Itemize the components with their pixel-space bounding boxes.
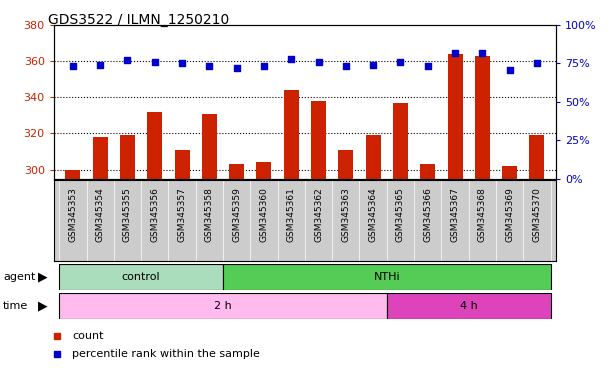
Text: GSM345367: GSM345367 xyxy=(450,187,459,242)
Bar xyxy=(284,90,299,179)
Text: GSM345354: GSM345354 xyxy=(96,187,104,242)
Text: NTHi: NTHi xyxy=(373,272,400,282)
Text: GSM345369: GSM345369 xyxy=(505,187,514,242)
Point xyxy=(341,63,351,70)
Bar xyxy=(120,135,135,179)
Point xyxy=(205,63,214,70)
Text: GSM345362: GSM345362 xyxy=(314,187,323,242)
Bar xyxy=(229,164,244,179)
Point xyxy=(423,63,433,70)
Text: GSM345364: GSM345364 xyxy=(368,187,378,242)
Bar xyxy=(502,166,517,179)
Text: GSM345366: GSM345366 xyxy=(423,187,432,242)
Point xyxy=(287,56,296,62)
Bar xyxy=(175,150,189,179)
Bar xyxy=(311,101,326,179)
Text: percentile rank within the sample: percentile rank within the sample xyxy=(72,349,260,359)
Text: GSM345370: GSM345370 xyxy=(532,187,541,242)
Bar xyxy=(93,137,108,179)
Text: GSM345355: GSM345355 xyxy=(123,187,132,242)
Point xyxy=(395,59,405,65)
Text: GSM345360: GSM345360 xyxy=(260,187,268,242)
Text: time: time xyxy=(3,301,28,311)
Text: GSM345368: GSM345368 xyxy=(478,187,487,242)
Point xyxy=(450,50,460,56)
Text: GSM345363: GSM345363 xyxy=(342,187,350,242)
Point xyxy=(505,66,514,73)
Text: 4 h: 4 h xyxy=(460,301,478,311)
Text: control: control xyxy=(122,272,161,282)
Bar xyxy=(147,112,163,179)
Bar xyxy=(223,264,551,290)
Bar xyxy=(393,103,408,179)
Bar xyxy=(338,150,353,179)
Text: GSM345356: GSM345356 xyxy=(150,187,159,242)
Bar xyxy=(59,264,223,290)
Text: GSM345353: GSM345353 xyxy=(68,187,78,242)
Point xyxy=(368,62,378,68)
Text: ▶: ▶ xyxy=(38,270,48,283)
Bar xyxy=(447,54,463,179)
Text: 2 h: 2 h xyxy=(214,301,232,311)
Bar xyxy=(65,169,81,179)
Text: ▶: ▶ xyxy=(38,299,48,312)
Text: GDS3522 / ILMN_1250210: GDS3522 / ILMN_1250210 xyxy=(48,13,229,27)
Bar xyxy=(59,293,387,319)
Bar xyxy=(420,164,435,179)
Point xyxy=(150,59,159,65)
Point xyxy=(259,63,269,70)
Point xyxy=(123,57,133,63)
Bar xyxy=(387,293,551,319)
Bar xyxy=(365,135,381,179)
Point xyxy=(477,50,487,56)
Text: agent: agent xyxy=(3,272,35,282)
Text: count: count xyxy=(72,331,104,341)
Text: GSM345365: GSM345365 xyxy=(396,187,405,242)
Text: GSM345358: GSM345358 xyxy=(205,187,214,242)
Point xyxy=(177,60,187,66)
Text: GSM345361: GSM345361 xyxy=(287,187,296,242)
Point xyxy=(232,65,241,71)
Bar xyxy=(257,162,271,179)
Point xyxy=(313,59,323,65)
Bar xyxy=(202,114,217,179)
Point xyxy=(532,60,542,66)
Bar xyxy=(529,135,544,179)
Point xyxy=(68,63,78,70)
Text: GSM345359: GSM345359 xyxy=(232,187,241,242)
Text: GSM345357: GSM345357 xyxy=(178,187,186,242)
Bar xyxy=(475,56,490,179)
Point xyxy=(95,62,105,68)
